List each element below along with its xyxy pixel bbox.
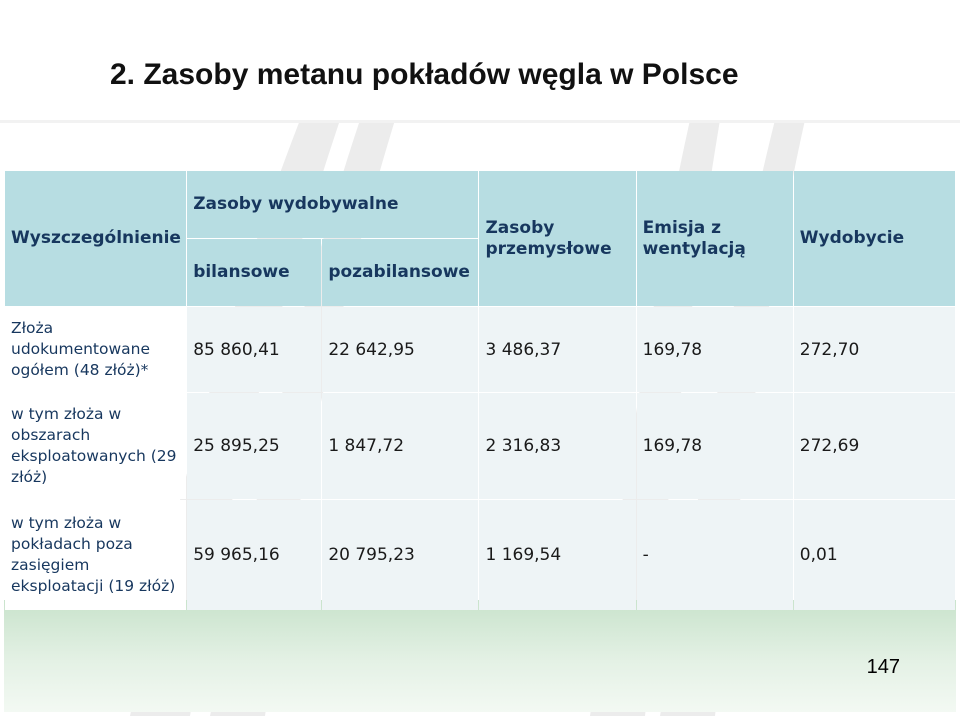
table-row: w tym złoża w pokładach poza zasięgiem e… (5, 500, 955, 610)
cell-balance: 85 860,41 (187, 307, 322, 392)
cell-industrial: 1 169,54 (479, 500, 636, 610)
header-item: Wyszczególnienie (5, 171, 187, 306)
page-number: 147 (866, 656, 900, 678)
cell-off-balance: 22 642,95 (322, 307, 479, 392)
header-ventilation-emission: Emisja z wentylacją (636, 171, 793, 306)
cell-emission: 169,78 (636, 393, 793, 499)
cell-off-balance: 20 795,23 (322, 500, 479, 610)
header-production: Wydobycie (793, 171, 955, 306)
footer-band (4, 600, 956, 712)
header-off-balance: pozabilansowe (322, 239, 479, 306)
cell-off-balance: 1 847,72 (322, 393, 479, 499)
row-label: w tym złoża w pokładach poza zasięgiem e… (5, 500, 187, 610)
table-row: w tym złoża w obszarach eksploatowanych … (5, 393, 955, 499)
cell-balance: 59 965,16 (187, 500, 322, 610)
cell-emission: - (636, 500, 793, 610)
slide-title: 2. Zasoby metanu pokładów węgla w Polsce (110, 58, 739, 91)
table-row: Złoża udokumentowane ogółem (48 złóż)* 8… (5, 307, 955, 392)
row-label: Złoża udokumentowane ogółem (48 złóż)* (5, 307, 187, 392)
cell-production: 272,69 (793, 393, 955, 499)
cell-production: 272,70 (793, 307, 955, 392)
cell-balance: 25 895,25 (187, 393, 322, 499)
cell-emission: 169,78 (636, 307, 793, 392)
header-balance: bilansowe (187, 239, 322, 306)
cell-industrial: 3 486,37 (479, 307, 636, 392)
header-recoverable-resources: Zasoby wydobywalne (187, 171, 479, 238)
row-label: w tym złoża w obszarach eksploatowanych … (5, 393, 187, 499)
cell-industrial: 2 316,83 (479, 393, 636, 499)
header-industrial-resources: Zasoby przemysłowe (479, 171, 636, 306)
methane-resources-table: Wyszczególnienie Zasoby wydobywalne Zaso… (4, 170, 956, 611)
cell-production: 0,01 (793, 500, 955, 610)
